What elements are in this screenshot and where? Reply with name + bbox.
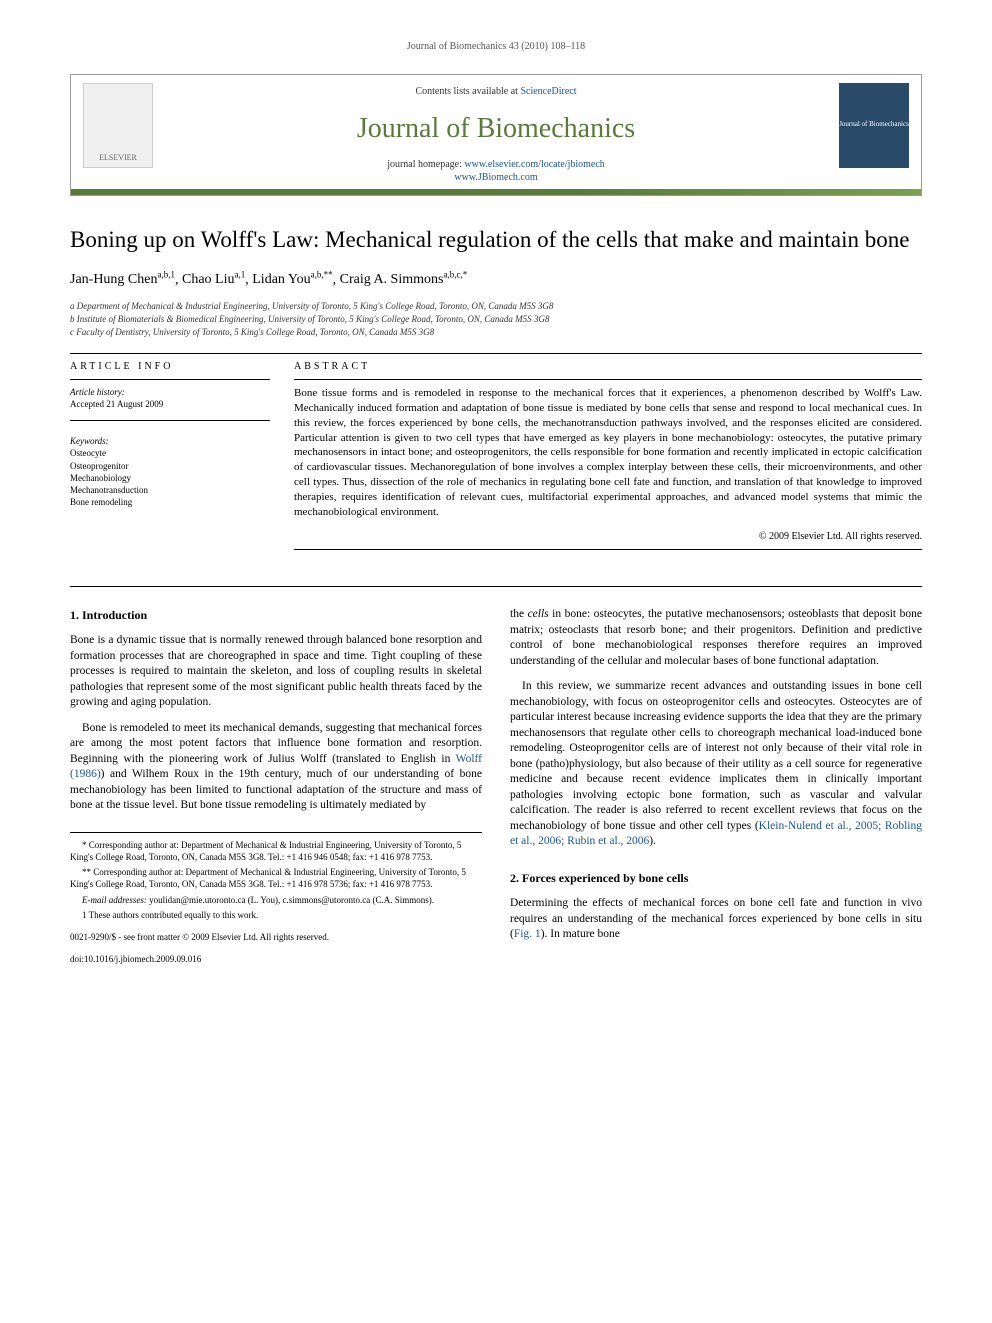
homepage-link-1[interactable]: www.elsevier.com/locate/jbiomech <box>464 159 604 170</box>
paragraph: In this review, we summarize recent adva… <box>510 679 922 850</box>
keyword: Mechanotransduction <box>70 484 270 496</box>
affiliations: a Department of Mechanical & Industrial … <box>70 300 922 338</box>
homepage-link-2[interactable]: www.JBiomech.com <box>454 172 537 183</box>
section-heading: 1. Introduction <box>70 607 482 623</box>
paragraph: Bone is a dynamic tissue that is normall… <box>70 633 482 711</box>
journal-name: Journal of Biomechanics <box>153 110 839 148</box>
abstract-copyright: © 2009 Elsevier Ltd. All rights reserved… <box>294 530 922 544</box>
footnote: E-mail addresses: youlidan@mie.utoronto.… <box>70 894 482 906</box>
abstract-heading: ABSTRACT <box>294 360 922 374</box>
masthead: ELSEVIER Contents lists available at Sci… <box>70 74 922 196</box>
keyword: Osteocyte <box>70 447 270 459</box>
article-info: ARTICLE INFO Article history: Accepted 2… <box>70 360 270 557</box>
abstract: ABSTRACT Bone tissue forms and is remode… <box>294 360 922 557</box>
keyword: Osteoprogenitor <box>70 460 270 472</box>
article-title: Boning up on Wolff's Law: Mechanical reg… <box>70 226 922 255</box>
elsevier-logo: ELSEVIER <box>83 83 153 168</box>
author: Craig A. Simmonsa,b,c,* <box>340 272 468 287</box>
footnote: * Corresponding author at: Department of… <box>70 839 482 863</box>
keyword: Bone remodeling <box>70 496 270 508</box>
footnote: ** Corresponding author at: Department o… <box>70 866 482 890</box>
paragraph: the cells in bone: osteocytes, the putat… <box>510 607 922 669</box>
journal-cover-thumbnail: Journal of Biomechanics <box>839 83 909 168</box>
paragraph: Bone is remodeled to meet its mechanical… <box>70 721 482 814</box>
masthead-colorbar <box>71 189 921 195</box>
accepted-date: Accepted 21 August 2009 <box>70 398 270 410</box>
contents-line: Contents lists available at ScienceDirec… <box>153 85 839 99</box>
article-info-heading: ARTICLE INFO <box>70 360 270 374</box>
body-columns: 1. Introduction Bone is a dynamic tissue… <box>70 607 922 965</box>
author-list: Jan-Hung Chena,b,1, Chao Liua,1, Lidan Y… <box>70 269 922 291</box>
running-head: Journal of Biomechanics 43 (2010) 108–11… <box>70 40 922 54</box>
left-column: 1. Introduction Bone is a dynamic tissue… <box>70 607 482 965</box>
abstract-text: Bone tissue forms and is remodeled in re… <box>294 386 922 520</box>
sciencedirect-link[interactable]: ScienceDirect <box>520 86 576 97</box>
affiliation: b Institute of Biomaterials & Biomedical… <box>70 313 922 325</box>
article-history-label: Article history: <box>70 386 270 398</box>
paragraph: Determining the effects of mechanical fo… <box>510 896 922 943</box>
doi-line: doi:10.1016/j.jbiomech.2009.09.016 <box>70 953 482 965</box>
footnote: 1 These authors contributed equally to t… <box>70 909 482 921</box>
author: Chao Liua,1 <box>182 272 245 287</box>
author: Jan-Hung Chena,b,1 <box>70 272 175 287</box>
footnotes: * Corresponding author at: Department of… <box>70 832 482 921</box>
keyword: Mechanobiology <box>70 472 270 484</box>
keywords-label: Keywords: <box>70 435 270 447</box>
right-column: the cells in bone: osteocytes, the putat… <box>510 607 922 965</box>
section-heading: 2. Forces experienced by bone cells <box>510 870 922 886</box>
affiliation: a Department of Mechanical & Industrial … <box>70 300 922 312</box>
affiliation: c Faculty of Dentistry, University of To… <box>70 326 922 338</box>
homepage-line: journal homepage: www.elsevier.com/locat… <box>153 158 839 185</box>
figure-link[interactable]: Fig. 1 <box>514 928 541 940</box>
author: Lidan Youa,b,** <box>252 272 332 287</box>
issn-line: 0021-9290/$ - see front matter © 2009 El… <box>70 931 482 943</box>
